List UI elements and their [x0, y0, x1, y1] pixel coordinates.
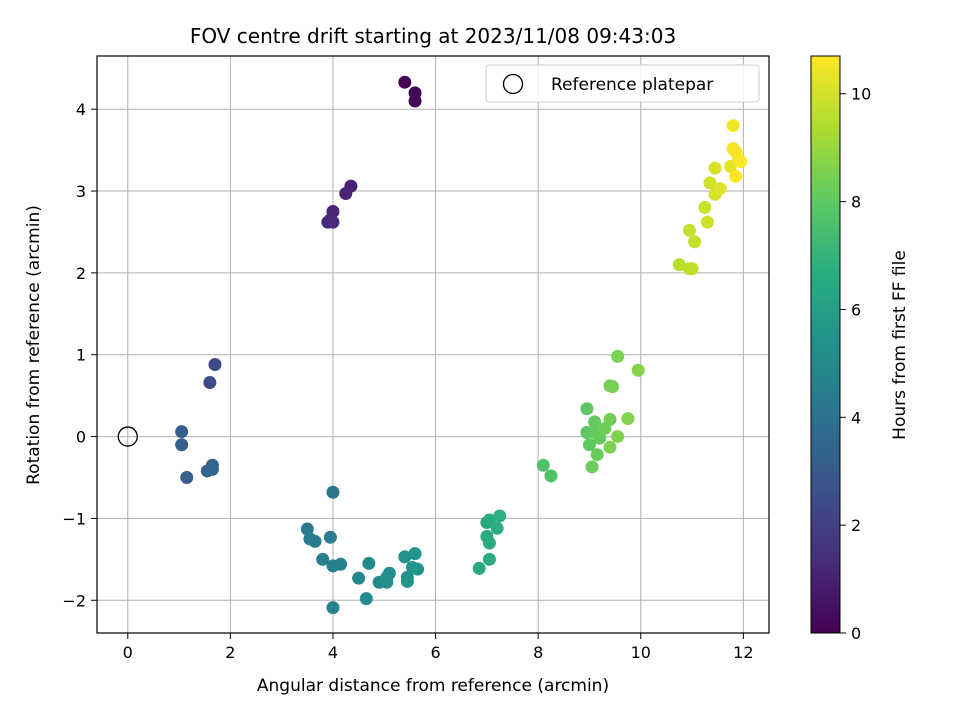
- x-tick-label: 6: [430, 643, 440, 662]
- plot-frame: [96, 55, 770, 634]
- data-point: [621, 412, 635, 426]
- data-points: [117, 75, 748, 615]
- data-point: [631, 363, 645, 377]
- data-point: [726, 119, 740, 133]
- data-point: [582, 438, 596, 452]
- colorbar: 0 2 4 6 8 10 Hours from first FF file: [810, 55, 910, 643]
- data-point: [700, 215, 714, 229]
- data-point: [682, 223, 696, 237]
- x-axis-ticks: 0 2 4 6 8 10 12: [123, 633, 754, 662]
- y-tick-label: 1: [76, 346, 86, 365]
- data-point: [359, 592, 373, 606]
- data-point: [352, 571, 366, 585]
- data-point: [482, 513, 496, 527]
- data-point: [703, 176, 717, 190]
- data-point: [472, 561, 486, 575]
- y-axis-label: Rotation from reference (arcmin): [24, 205, 44, 485]
- data-point: [300, 522, 314, 536]
- data-point: [205, 462, 219, 476]
- data-point: [611, 349, 625, 363]
- x-tick-label: 4: [328, 643, 338, 662]
- data-point: [334, 557, 348, 571]
- data-point: [685, 262, 699, 276]
- x-tick-label: 12: [733, 643, 753, 662]
- x-axis-label: Angular distance from reference (arcmin): [257, 676, 609, 696]
- y-axis-ticks: −2 −1 0 1 2 3 4: [62, 100, 97, 610]
- data-point: [339, 186, 353, 200]
- data-point: [698, 200, 712, 214]
- data-point: [482, 536, 496, 550]
- x-tick-label: 8: [533, 643, 543, 662]
- grid: [97, 56, 769, 633]
- y-tick-label: 2: [76, 264, 86, 283]
- chart-title: FOV centre drift starting at 2023/11/08 …: [190, 24, 676, 48]
- y-tick-label: −1: [62, 509, 86, 528]
- data-point: [490, 521, 504, 535]
- data-point: [323, 530, 337, 544]
- data-point: [580, 402, 594, 416]
- data-point: [713, 182, 727, 196]
- data-point: [180, 470, 194, 484]
- data-point: [606, 380, 620, 394]
- colorbar-tick-label: 2: [851, 516, 861, 535]
- data-point: [724, 159, 738, 173]
- colorbar-tick-label: 6: [851, 300, 861, 319]
- data-point: [603, 440, 617, 454]
- data-point: [326, 601, 340, 615]
- colorbar-label: Hours from first FF file: [890, 250, 910, 440]
- x-tick-label: 2: [225, 643, 235, 662]
- legend-box: [485, 64, 760, 103]
- colorbar-tick-label: 10: [851, 85, 871, 104]
- data-point: [380, 575, 394, 589]
- data-point: [493, 509, 507, 523]
- data-point: [585, 460, 599, 474]
- legend-entry-reference-platepar: Reference platepar: [551, 75, 713, 95]
- reference-platepar-marker: [117, 426, 138, 447]
- colorbar-ticks: 0 2 4 6 8 10: [840, 85, 871, 643]
- data-point: [708, 161, 722, 175]
- y-tick-label: 4: [76, 100, 86, 119]
- colorbar-tick-label: 0: [851, 624, 861, 643]
- data-point: [672, 258, 686, 272]
- data-point: [398, 75, 412, 89]
- data-point: [603, 412, 617, 426]
- legend: Reference platepar: [485, 64, 760, 103]
- data-point: [316, 552, 330, 566]
- data-point: [203, 376, 217, 390]
- data-point: [175, 425, 189, 439]
- data-point: [400, 574, 414, 588]
- data-point: [411, 562, 425, 576]
- data-point: [308, 534, 322, 548]
- data-point: [544, 469, 558, 483]
- data-point: [590, 448, 604, 462]
- x-tick-label: 10: [631, 643, 651, 662]
- data-point: [688, 235, 702, 249]
- data-point: [588, 415, 602, 429]
- y-tick-label: −2: [62, 591, 86, 610]
- colorbar-tick-label: 4: [851, 408, 861, 427]
- data-point: [408, 94, 422, 108]
- data-point: [611, 430, 625, 444]
- y-tick-label: 3: [76, 182, 86, 201]
- data-point: [175, 438, 189, 452]
- y-tick-label: 0: [76, 428, 86, 447]
- data-point: [398, 550, 412, 564]
- colorbar-gradient: [810, 55, 841, 634]
- data-point: [729, 169, 743, 183]
- legend-reference-marker: [502, 73, 524, 95]
- x-tick-label: 0: [123, 643, 133, 662]
- data-point: [734, 155, 748, 169]
- data-point: [326, 215, 340, 229]
- colorbar-tick-label: 8: [851, 193, 861, 212]
- data-point: [536, 458, 550, 472]
- data-point: [408, 547, 422, 561]
- data-point: [208, 358, 222, 372]
- data-point: [326, 485, 340, 499]
- data-point: [482, 552, 496, 566]
- data-point: [362, 556, 376, 570]
- data-point: [593, 431, 607, 445]
